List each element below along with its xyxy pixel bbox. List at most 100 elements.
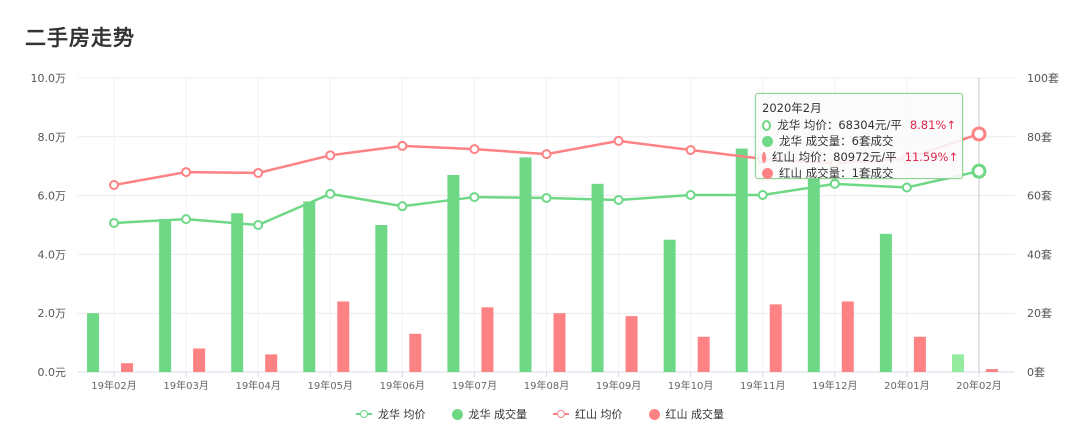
price-point[interactable] xyxy=(613,135,624,146)
line-marker-icon xyxy=(356,409,372,419)
x-tick-label: 19年07月 xyxy=(452,379,497,392)
price-point[interactable] xyxy=(181,167,192,178)
y-right-tick-label: 100套 xyxy=(1027,72,1059,85)
price-point[interactable] xyxy=(901,182,912,193)
volume-bar[interactable] xyxy=(553,313,566,372)
volume-bars[interactable] xyxy=(87,148,998,372)
volume-bar[interactable] xyxy=(625,316,638,372)
longhua-price-marker-icon xyxy=(762,119,772,131)
tooltip-longhua-change: 8.81%↑ xyxy=(909,118,956,132)
y-right-tick-label: 40套 xyxy=(1027,248,1052,261)
volume-bar[interactable] xyxy=(409,333,422,372)
volume-bar[interactable] xyxy=(913,336,926,372)
x-tick-label: 19年09月 xyxy=(596,379,641,392)
price-point[interactable] xyxy=(109,180,120,191)
volume-bar[interactable] xyxy=(375,225,388,372)
tooltip-hongshan-volume: 红山 成交量：1套成交 xyxy=(779,166,894,180)
legend-item-hongshan-volume[interactable]: 红山 成交量 xyxy=(648,406,724,422)
legend-item-hongshan-price[interactable]: 红山 均价 xyxy=(553,406,623,422)
volume-bar[interactable] xyxy=(841,301,854,372)
tooltip-title: 2020年2月 xyxy=(762,101,822,115)
y-right-tick-label: 20套 xyxy=(1027,307,1052,320)
x-tick-label: 19年02月 xyxy=(91,379,136,392)
y-left-tick-label: 8.0万 xyxy=(38,131,67,144)
circle-marker-icon xyxy=(648,408,660,420)
x-tick-label: 19年12月 xyxy=(812,379,857,392)
x-tick-label: 19年11月 xyxy=(740,379,785,392)
volume-bar[interactable] xyxy=(121,363,134,372)
volume-bar[interactable] xyxy=(519,157,532,372)
y-left-tick-label: 2.0万 xyxy=(38,307,67,320)
x-tick-label: 20年01月 xyxy=(884,379,929,392)
volume-bar[interactable] xyxy=(591,183,604,372)
volume-bar[interactable] xyxy=(985,369,998,372)
chart-tooltip: 2020年2月 龙华 均价：68304元/平 8.81%↑ 龙华 成交量：6套成… xyxy=(755,93,963,181)
price-point[interactable] xyxy=(971,126,987,142)
price-point[interactable] xyxy=(685,190,696,201)
hongshan-volume-marker-icon xyxy=(762,167,773,179)
volume-bar[interactable] xyxy=(807,177,820,372)
price-point[interactable] xyxy=(757,190,768,201)
price-point[interactable] xyxy=(469,144,480,155)
y-left-tick-label: 4.0万 xyxy=(38,248,67,261)
tooltip-row-hongshan-volume: 红山 成交量：1套成交 xyxy=(762,165,956,181)
x-tick-label: 19年10月 xyxy=(668,379,713,392)
price-point[interactable] xyxy=(325,150,336,161)
circle-marker-icon xyxy=(451,408,463,420)
volume-bar[interactable] xyxy=(769,304,782,372)
volume-bar[interactable] xyxy=(303,201,316,372)
volume-bar[interactable] xyxy=(337,301,350,372)
volume-bar[interactable] xyxy=(231,213,244,372)
price-point[interactable] xyxy=(469,192,480,203)
y-right-tick-label: 80套 xyxy=(1027,131,1052,144)
price-point[interactable] xyxy=(541,149,552,160)
price-point[interactable] xyxy=(253,167,264,178)
x-tick-label: 19年03月 xyxy=(163,379,208,392)
tooltip-longhua-price: 龙华 均价：68304元/平 xyxy=(777,118,902,132)
right-axis-volume: 0套 20套 40套 60套 80套 100套 xyxy=(1027,72,1059,379)
price-point[interactable] xyxy=(541,192,552,203)
y-left-tick-label: 10.0万 xyxy=(31,72,67,85)
price-point[interactable] xyxy=(397,201,408,212)
x-axis: 19年02月 19年03月 19年04月 19年05月 19年06月 19年07月 19年0… xyxy=(91,372,1002,392)
volume-bar[interactable] xyxy=(87,313,100,372)
volume-bar[interactable] xyxy=(735,148,748,372)
tooltip-row-longhua-price: 龙华 均价：68304元/平 8.81%↑ xyxy=(762,117,956,133)
x-tick-label: 19年08月 xyxy=(524,379,569,392)
tooltip-row-hongshan-price: 红山 均价：80972元/平 11.59%↑ xyxy=(762,149,958,165)
tooltip-row-longhua-volume: 龙华 成交量：6套成交 xyxy=(762,133,956,149)
volume-bar[interactable] xyxy=(663,239,676,372)
x-tick-label: 20年02月 xyxy=(956,379,1001,392)
price-point[interactable] xyxy=(253,220,264,230)
volume-bar[interactable] xyxy=(879,233,892,372)
price-point[interactable] xyxy=(397,140,408,151)
volume-bar[interactable] xyxy=(265,354,278,372)
volume-bar[interactable] xyxy=(697,336,710,372)
price-point[interactable] xyxy=(109,217,120,228)
chart-legend: 龙华 均价 龙华 成交量 红山 均价 红山 成交量 xyxy=(0,406,1080,422)
volume-bar[interactable] xyxy=(193,348,206,372)
y-right-tick-label: 60套 xyxy=(1027,190,1052,203)
price-point[interactable] xyxy=(829,178,840,189)
longhua-volume-marker-icon xyxy=(762,135,773,147)
price-point[interactable] xyxy=(325,188,336,199)
price-point[interactable] xyxy=(181,214,192,225)
volume-bar[interactable] xyxy=(481,307,494,372)
volume-bar[interactable] xyxy=(159,219,172,372)
price-point[interactable] xyxy=(685,145,696,156)
legend-item-longhua-price[interactable]: 龙华 均价 xyxy=(356,406,426,422)
legend-label: 龙华 均价 xyxy=(378,408,426,421)
volume-bar[interactable] xyxy=(951,354,964,372)
y-left-tick-label: 6.0万 xyxy=(38,190,67,203)
legend-label: 红山 均价 xyxy=(575,408,623,421)
page-title: 二手房走势 xyxy=(25,26,135,50)
tooltip-hongshan-price: 红山 均价：80972元/平 xyxy=(772,150,897,164)
price-point[interactable] xyxy=(613,195,624,206)
volume-bar[interactable] xyxy=(447,175,460,372)
price-point[interactable] xyxy=(971,163,987,179)
x-tick-label: 19年06月 xyxy=(380,379,425,392)
x-tick-label: 19年05月 xyxy=(308,379,353,392)
x-tick-label: 19年04月 xyxy=(235,379,280,392)
legend-item-longhua-volume[interactable]: 龙华 成交量 xyxy=(451,406,527,422)
